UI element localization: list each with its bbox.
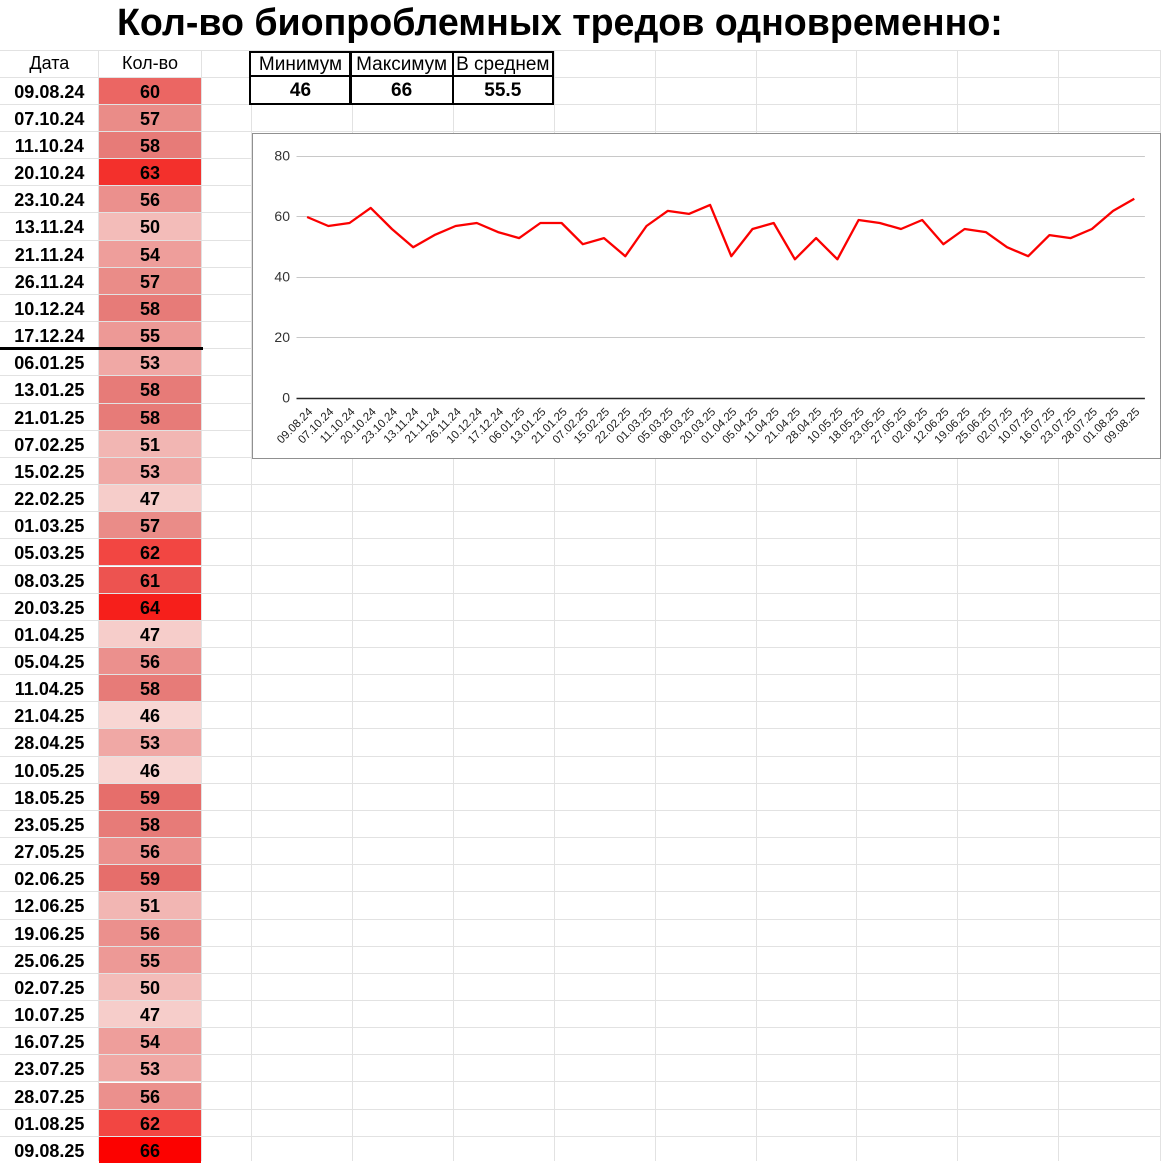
svg-text:40: 40 <box>274 268 290 284</box>
svg-text:0: 0 <box>282 389 290 405</box>
svg-text:20: 20 <box>274 328 290 344</box>
svg-text:80: 80 <box>274 147 290 163</box>
svg-text:60: 60 <box>274 208 290 224</box>
